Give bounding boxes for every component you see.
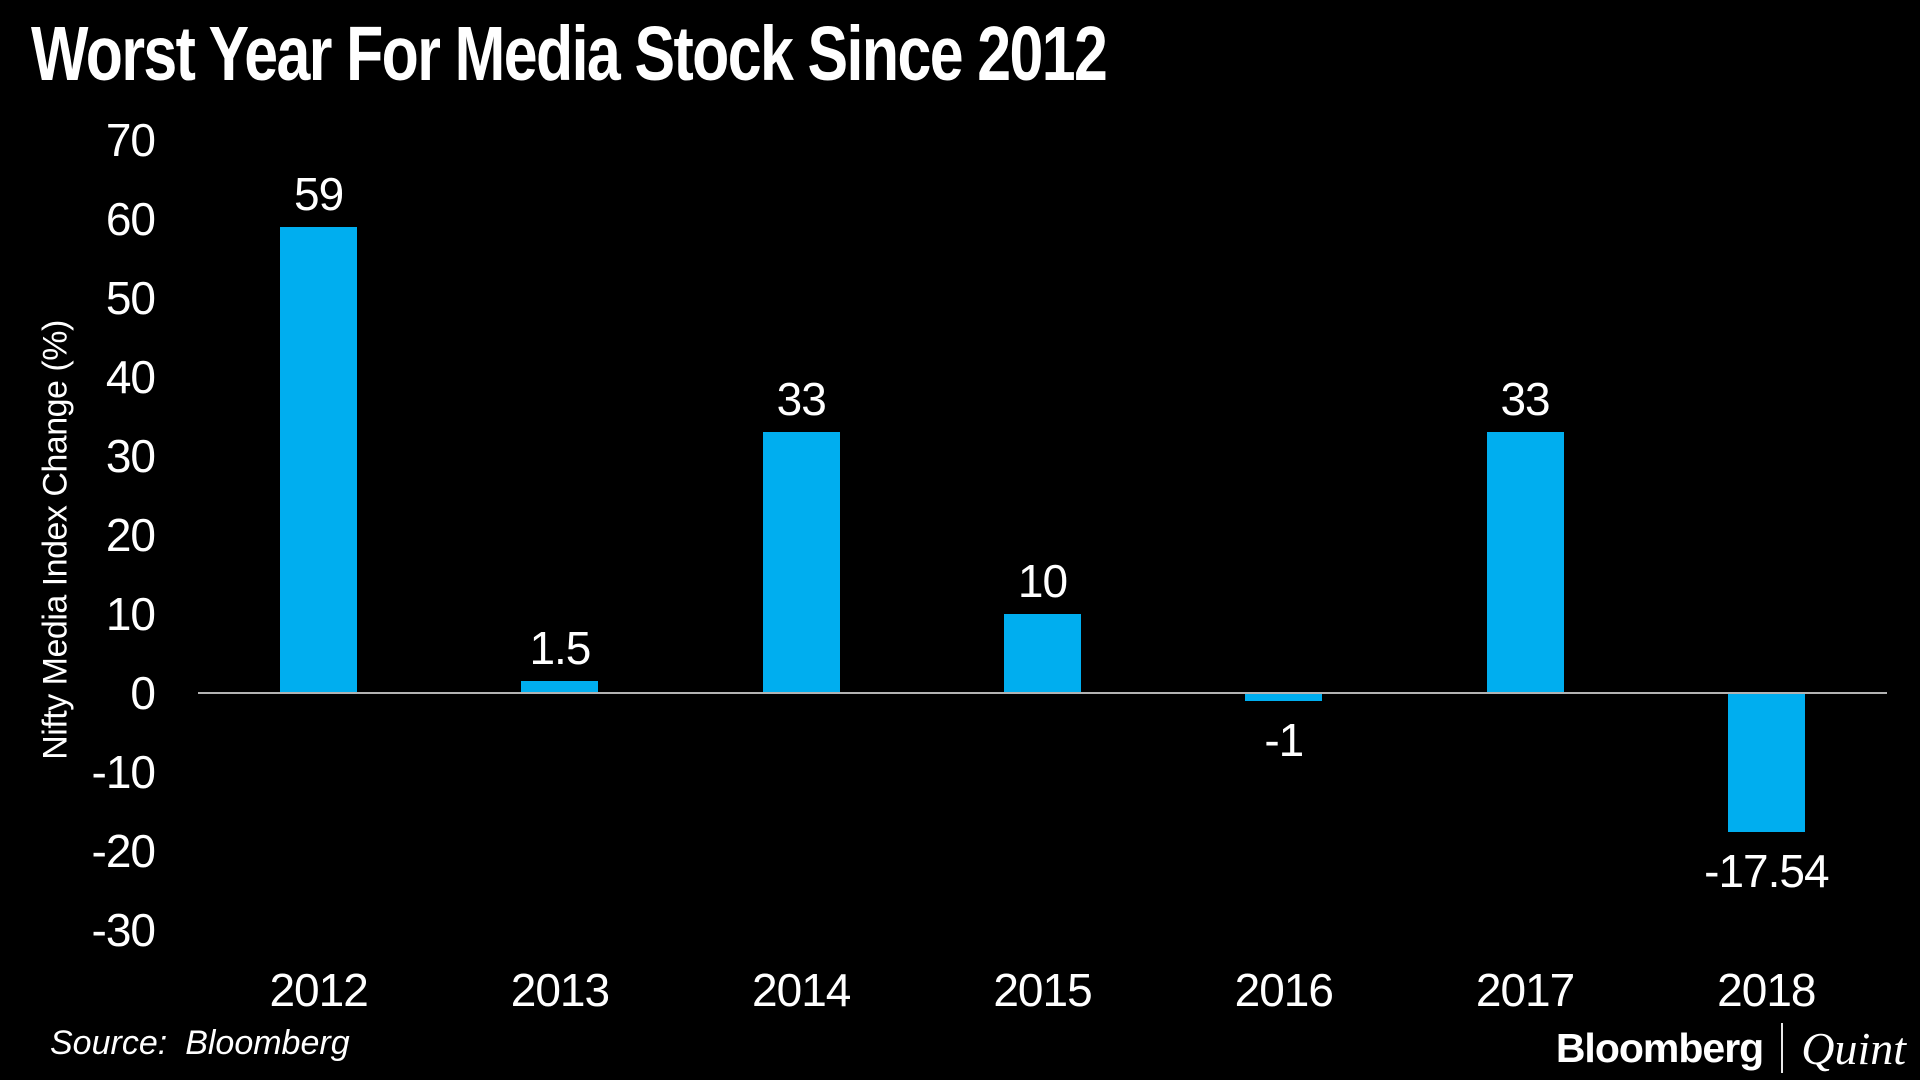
x-tick-label: 2018 <box>1717 964 1816 1016</box>
y-tick-label: 20 <box>105 509 156 561</box>
bar <box>1004 614 1081 693</box>
x-tick-label: 2012 <box>269 964 368 1016</box>
bar-value-label: -1 <box>1264 713 1304 766</box>
chart-title: Worst Year For Media Stock Since 2012 <box>31 11 1108 97</box>
bar-value-label: 33 <box>1500 373 1550 426</box>
y-tick-label: -10 <box>91 746 156 798</box>
y-tick-label: 0 <box>130 667 156 719</box>
bloomberg-logo: Bloomberg <box>1555 1024 1764 1071</box>
source-note: Source: Bloomberg <box>50 1022 350 1064</box>
zero-axis-line <box>198 692 1887 694</box>
y-tick-label: 10 <box>105 588 156 640</box>
source-label: Source: <box>50 1024 168 1062</box>
quint-logo: Quint <box>1801 1022 1906 1074</box>
bar <box>1727 693 1805 832</box>
logo-divider-icon <box>1781 1023 1784 1073</box>
y-tick-label: 70 <box>105 114 156 166</box>
y-tick-label: 30 <box>105 430 156 482</box>
y-axis-ticks: 70 60 50 40 30 20 10 0 -10 -20 -30 <box>0 0 156 1080</box>
y-tick-label: -20 <box>91 825 156 877</box>
x-tick-label: 2014 <box>752 964 851 1016</box>
plot-area: 59 2012 1.5 2013 33 2014 10 2015 -1 2016 33 2017 -17… <box>198 0 1887 1080</box>
x-tick-label: 2017 <box>1475 964 1575 1016</box>
bar <box>280 226 358 693</box>
x-tick-label: 2015 <box>993 964 1092 1016</box>
y-tick-label: -30 <box>91 904 156 956</box>
y-tick-label: 50 <box>105 272 156 324</box>
bar <box>1245 693 1323 701</box>
x-tick-label: 2016 <box>1234 964 1334 1016</box>
bar-value-label: 10 <box>1017 555 1068 607</box>
y-tick-label: 60 <box>105 193 156 245</box>
x-tick-label: 2013 <box>510 964 610 1016</box>
bar <box>762 432 840 693</box>
y-tick-label: 40 <box>105 351 156 403</box>
bar-value-label: 59 <box>294 167 344 220</box>
bar-value-label: -17.54 <box>1704 844 1829 897</box>
bar <box>521 681 599 693</box>
bar <box>1486 432 1564 693</box>
brand-logo: Bloomberg Quint <box>1556 1022 1906 1074</box>
source-value: Bloomberg <box>185 1024 350 1062</box>
bar-value-label: 1.5 <box>529 622 591 675</box>
bar-value-label: 33 <box>776 373 827 426</box>
